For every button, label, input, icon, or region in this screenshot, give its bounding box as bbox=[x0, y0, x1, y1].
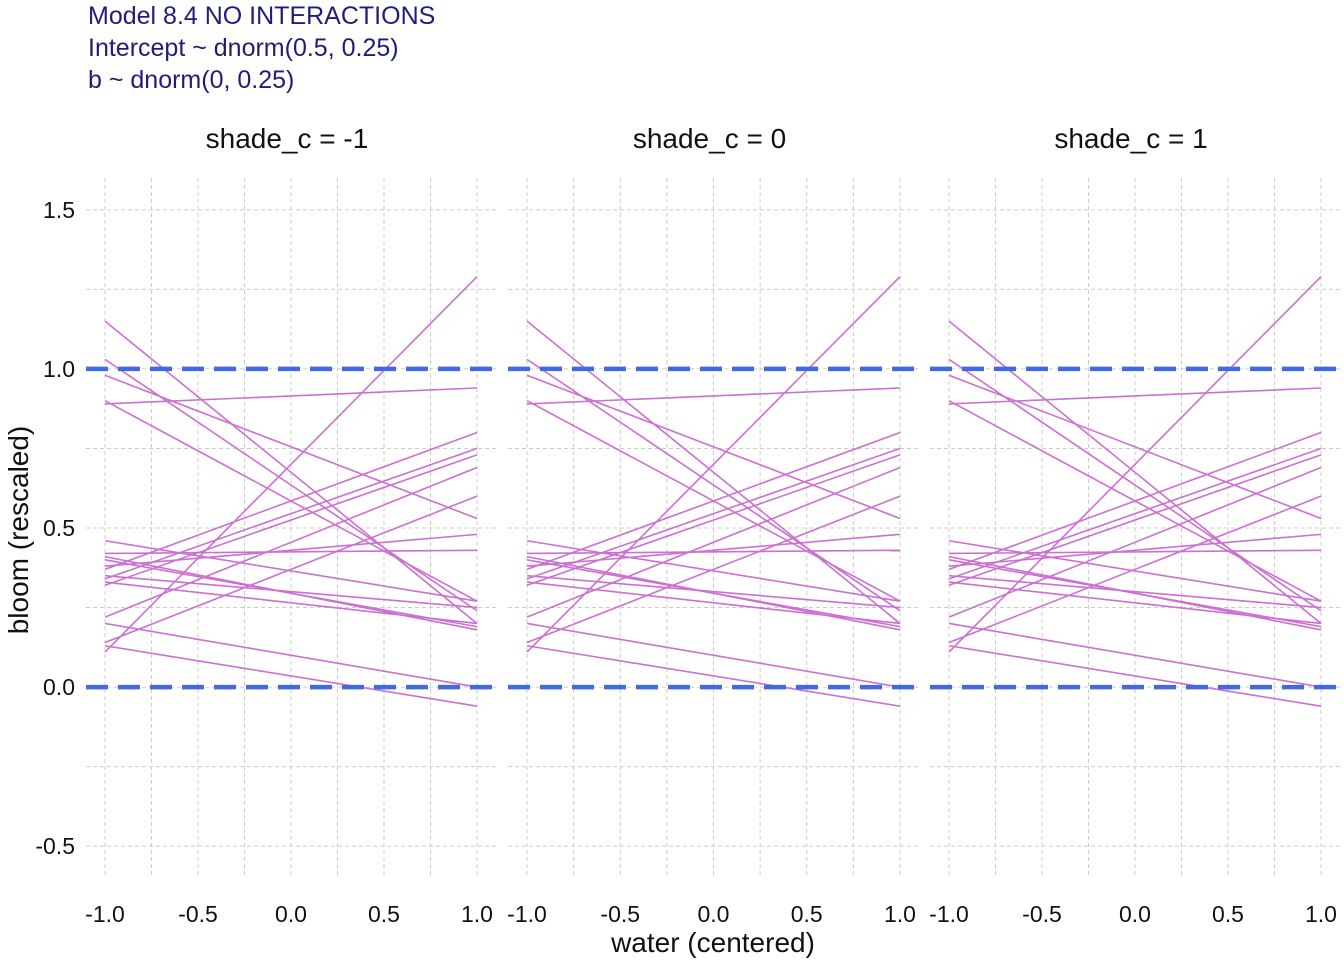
prior-line bbox=[948, 431, 1322, 571]
prior-line bbox=[526, 495, 901, 644]
prior-line bbox=[104, 533, 478, 567]
prior-line bbox=[104, 447, 478, 580]
prior-line bbox=[104, 644, 478, 707]
prior-line bbox=[948, 549, 1322, 555]
prior-line bbox=[526, 574, 901, 609]
prior-line bbox=[948, 374, 1322, 520]
x-axis-label: water (centered) bbox=[610, 927, 815, 958]
prior-line bbox=[104, 466, 478, 618]
y-tick-label: -0.5 bbox=[35, 833, 75, 859]
x-tick-label: -1.0 bbox=[929, 901, 969, 927]
prior-line bbox=[526, 374, 901, 520]
prior-line bbox=[948, 447, 1322, 580]
facet-title: shade_c = 0 bbox=[633, 123, 786, 154]
x-tick-label: 0.5 bbox=[368, 901, 400, 927]
prior-line bbox=[526, 431, 901, 571]
facet-panel: shade_c = -1 -1.0 -0.5 0.0 0.5 1.0 bbox=[85, 123, 496, 927]
title-line-1: Model 8.4 NO INTERACTIONS bbox=[88, 2, 435, 30]
x-tick-label: 0.5 bbox=[1212, 901, 1244, 927]
title-line-3: b ~ dnorm(0, 0.25) bbox=[88, 66, 294, 94]
prior-line bbox=[948, 574, 1322, 609]
prior-line bbox=[948, 454, 1322, 587]
x-tick-label: -0.5 bbox=[178, 901, 218, 927]
prior-line bbox=[948, 581, 1322, 625]
prior-line bbox=[104, 431, 478, 571]
prior-line bbox=[104, 574, 478, 609]
x-tick-label: 0.0 bbox=[1119, 901, 1151, 927]
prior-line bbox=[104, 559, 478, 628]
x-tick-label: -0.5 bbox=[600, 901, 640, 927]
chart-title: Model 8.4 NO INTERACTIONS Intercept ~ dn… bbox=[88, 2, 435, 94]
y-tick-label: 0.0 bbox=[43, 674, 75, 700]
prior-line bbox=[526, 622, 901, 688]
facet-title: shade_c = 1 bbox=[1054, 123, 1207, 154]
x-tick-label: 1.0 bbox=[461, 901, 493, 927]
prior-line bbox=[104, 539, 478, 602]
x-tick-label: 1.0 bbox=[1305, 901, 1337, 927]
x-tick-label: 0.5 bbox=[791, 901, 823, 927]
prior-line bbox=[526, 549, 901, 555]
prior-line bbox=[526, 644, 901, 707]
x-tick-label: -1.0 bbox=[507, 901, 547, 927]
prior-line bbox=[526, 581, 901, 625]
prior-line bbox=[104, 374, 478, 520]
prior-line bbox=[948, 466, 1322, 618]
x-tick-label: -1.0 bbox=[85, 901, 125, 927]
prior-line bbox=[948, 533, 1322, 567]
prior-line bbox=[526, 454, 901, 587]
prior-line bbox=[526, 387, 901, 405]
prior-line bbox=[948, 622, 1322, 688]
prior-line bbox=[948, 559, 1322, 628]
prior-line bbox=[526, 320, 901, 625]
prior-line bbox=[104, 495, 478, 644]
y-tick-label: 1.5 bbox=[43, 197, 75, 223]
prior-line bbox=[104, 622, 478, 688]
x-tick-label: -0.5 bbox=[1022, 901, 1062, 927]
prior-line bbox=[104, 454, 478, 587]
x-tick-label: 1.0 bbox=[884, 901, 916, 927]
prior-line bbox=[526, 447, 901, 580]
facet-panel: shade_c = 1 -1.0 -0.5 0.0 0.5 1.0 bbox=[929, 123, 1340, 927]
prior-line bbox=[948, 539, 1322, 602]
y-tick-label: 0.5 bbox=[43, 515, 75, 541]
y-axis-ticks: -0.5 0.0 0.5 1.0 1.5 bbox=[35, 197, 75, 859]
prior-line bbox=[104, 320, 478, 625]
x-tick-label: 0.0 bbox=[275, 901, 307, 927]
prior-line bbox=[948, 495, 1322, 644]
prior-line bbox=[104, 581, 478, 625]
y-axis-label: bloom (rescaled) bbox=[3, 426, 34, 635]
prior-line bbox=[526, 559, 901, 628]
facet-title: shade_c = -1 bbox=[206, 123, 369, 154]
x-tick-label: 0.0 bbox=[698, 901, 730, 927]
prior-line bbox=[104, 387, 478, 405]
prior-line bbox=[948, 387, 1322, 405]
prior-line bbox=[526, 466, 901, 618]
prior-line bbox=[948, 320, 1322, 625]
prior-line bbox=[104, 549, 478, 555]
prior-line bbox=[948, 644, 1322, 707]
prior-line bbox=[526, 539, 901, 602]
prior-line bbox=[526, 533, 901, 567]
title-line-2: Intercept ~ dnorm(0.5, 0.25) bbox=[88, 34, 399, 62]
facet-panel: shade_c = 0 -1.0 -0.5 0.0 0.5 1.0 bbox=[507, 123, 919, 927]
y-tick-label: 1.0 bbox=[43, 356, 75, 382]
